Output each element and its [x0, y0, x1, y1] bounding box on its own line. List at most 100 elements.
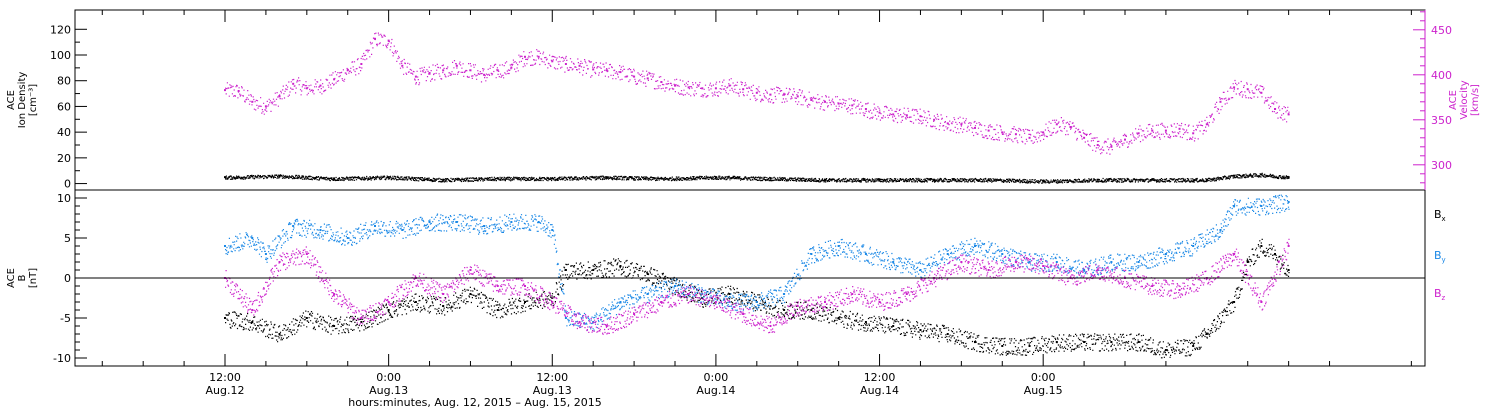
- top-point-0-66: [1124, 138, 1126, 141]
- bottom-point-bx-37: [1205, 333, 1208, 335]
- top-point-0-17: [455, 64, 458, 67]
- bottom-point-bx-30: [1028, 345, 1031, 347]
- bottom-point-by-29: [974, 245, 976, 247]
- bottom-scatter-texture-0: [225, 238, 1290, 359]
- bottom-point-by-14: [564, 317, 567, 319]
- bottom-point-by-0: [224, 245, 226, 247]
- bottom-point-bz-4: [333, 293, 336, 295]
- x-tick-time-3: 0:00: [704, 371, 729, 384]
- bottom-left-tick-label-1: -5: [60, 312, 71, 325]
- top-point-0-68: [1151, 129, 1154, 132]
- top-right-tick-label-2: 400: [1431, 69, 1452, 82]
- bottom-point-bz-14: [605, 325, 608, 327]
- bottom-point-bz-19: [742, 313, 745, 315]
- top-point-0-52: [933, 118, 936, 121]
- top-point-0-36: [714, 87, 717, 90]
- bottom-point-bz-21: [796, 305, 799, 307]
- bottom-point-by-4: [319, 229, 322, 231]
- bottom-point-bx-39: [1246, 261, 1249, 263]
- bottom-point-by-41: [1287, 201, 1290, 203]
- bottom-point-bx-16: [646, 273, 649, 275]
- top-point-0-48: [878, 111, 881, 114]
- x-tick-date-2: Aug.13: [533, 384, 572, 397]
- legend-by: By: [1434, 249, 1446, 264]
- bottom-point-by-6: [374, 225, 376, 227]
- bottom-point-bz-23: [851, 293, 854, 295]
- bottom-point-bz-35: [1178, 289, 1181, 291]
- top-point-1-13: [933, 178, 936, 181]
- top-point-0-24: [551, 60, 554, 63]
- top-point-0-0: [224, 89, 226, 92]
- bottom-point-bz-15: [633, 313, 636, 315]
- top-left-tick-label-3: 60: [57, 100, 71, 113]
- top-left-tick-label-5: 100: [50, 49, 71, 62]
- top-left-tick-label-2: 40: [57, 126, 71, 139]
- top-left-ylabel-line-2: [cm⁻³]: [28, 84, 39, 116]
- top-right-tick-label-3: 450: [1431, 24, 1452, 37]
- bottom-series-bx: [224, 238, 1290, 359]
- bottom-point-bx-10: [496, 309, 499, 311]
- top-point-0-30: [633, 75, 636, 78]
- bottom-point-bx-24: [864, 321, 867, 323]
- bottom-point-bz-20: [769, 325, 772, 327]
- top-point-0-72: [1205, 123, 1208, 126]
- bottom-point-bx-23: [837, 317, 840, 319]
- top-left-ylabel: ACE Ion Density [cm⁻³]: [6, 72, 39, 129]
- bottom-point-bz-3: [305, 253, 308, 255]
- bottom-point-bz-6: [387, 301, 390, 303]
- top-point-0-45: [837, 102, 840, 105]
- bottom-point-bx-26: [919, 329, 922, 331]
- top-panel-frame: [74, 9, 1426, 191]
- top-point-0-13: [401, 64, 404, 67]
- bottom-point-bz-32: [1096, 269, 1099, 271]
- bottom-point-by-39: [1233, 205, 1236, 207]
- x-tick-time-4: 12:00: [864, 371, 896, 384]
- top-right-tick-label-1: 350: [1431, 114, 1452, 127]
- top-point-0-61: [1055, 123, 1058, 126]
- top-right-ylabel-line-2: [km/s]: [1470, 84, 1481, 116]
- bottom-point-by-27: [919, 269, 922, 271]
- bottom-point-bx-15: [619, 265, 622, 267]
- top-point-0-56: [987, 129, 990, 132]
- bottom-point-bx-35: [1164, 349, 1167, 351]
- top-point-0-42: [796, 95, 799, 98]
- bottom-point-by-16: [619, 301, 622, 303]
- top-point-0-59: [1028, 136, 1031, 139]
- top-point-0-8: [333, 78, 336, 81]
- bottom-point-by-9: [455, 221, 458, 223]
- legend-sub-y: y: [1442, 256, 1446, 264]
- bottom-point-by-23: [810, 253, 813, 255]
- top-point-1-11: [824, 178, 826, 181]
- x-tick-date-5: Aug.15: [1024, 384, 1063, 397]
- top-point-0-71: [1192, 132, 1195, 135]
- legend-bz: Bz: [1434, 287, 1446, 302]
- top-point-0-29: [619, 71, 622, 74]
- bottom-point-by-30: [1001, 253, 1004, 255]
- top-right-ylabel-line-0: ACE: [1448, 90, 1459, 110]
- top-point-0-5: [292, 82, 295, 85]
- top-point-0-7: [319, 84, 322, 87]
- top-point-0-39: [755, 91, 758, 94]
- bottom-point-bx-27: [946, 333, 949, 335]
- bottom-point-bx-5: [360, 321, 363, 323]
- bottom-left-ylabel: ACE B [nT]: [6, 268, 39, 288]
- bottom-point-bz-22: [824, 301, 826, 303]
- bottom-point-bx-6: [387, 309, 390, 311]
- top-point-0-53: [946, 122, 949, 125]
- top-point-0-22: [524, 55, 526, 58]
- top-point-0-58: [1014, 133, 1017, 136]
- bottom-point-bz-12: [551, 301, 554, 303]
- bottom-left-ylabel-line-2: [nT]: [28, 268, 39, 288]
- top-left-tick-label-0: 0: [64, 178, 71, 191]
- bottom-point-by-17: [646, 293, 649, 295]
- bottom-point-by-24: [837, 245, 840, 247]
- top-point-0-37: [728, 84, 731, 87]
- x-tick-time-5: 0:00: [1031, 371, 1056, 384]
- bottom-point-by-10: [483, 225, 486, 227]
- top-left-tick-label-4: 80: [57, 75, 71, 88]
- bottom-point-bx-18: [701, 297, 704, 299]
- legend-sub-x: x: [1442, 215, 1446, 223]
- bottom-left-ylabel-line-1: B: [17, 274, 28, 281]
- top-point-0-55: [974, 126, 976, 129]
